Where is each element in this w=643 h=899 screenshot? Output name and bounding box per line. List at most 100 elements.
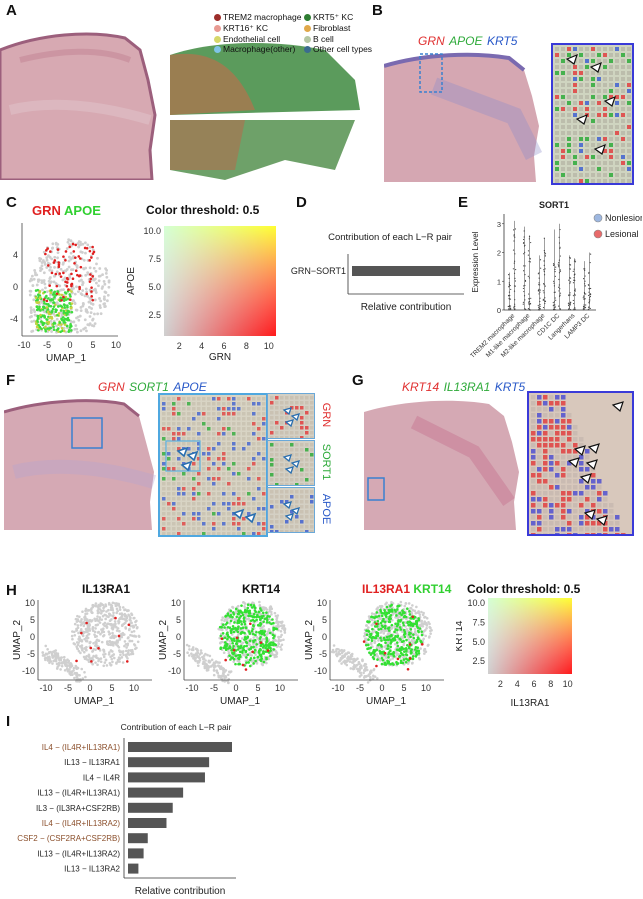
tick-label: 0	[322, 632, 327, 642]
category-label: IL4 − (IL4R+IL13RA2)	[42, 819, 121, 828]
tick-label: 5	[90, 340, 95, 350]
zoom-inset-g	[527, 391, 634, 536]
tick-label: 0	[13, 282, 18, 292]
legend-swatch	[593, 229, 603, 239]
bar	[128, 833, 148, 844]
grid-ylabel-h: KRT14	[456, 620, 465, 651]
legend-swatch	[304, 46, 311, 54]
tick-label: 2	[497, 249, 501, 258]
tick-label: -10	[17, 340, 30, 350]
panel-label-i: I	[6, 713, 11, 730]
arrowhead-marker	[583, 509, 596, 521]
tick-label: 10	[264, 341, 274, 351]
tick-label: 0	[176, 632, 181, 642]
zoom-inset-apoe	[267, 487, 315, 533]
tick-label: 8	[244, 341, 249, 351]
combo-gene-krt14: KRT14	[413, 582, 452, 596]
umap-title-combo: IL13RA1 KRT14	[362, 582, 451, 596]
arrowhead-marker	[573, 445, 586, 457]
tick-label: 0	[497, 306, 501, 315]
threshold-title-c: Color threshold: 0.5	[146, 203, 260, 217]
category-label: IL13 − IL13RA1	[64, 758, 120, 767]
arrowhead-marker	[567, 457, 580, 469]
umap-title-il13ra1: IL13RA1	[82, 582, 131, 596]
arrowhead-marker	[244, 512, 257, 524]
category-label: IL4 − (IL4R+IL13RA1)	[42, 743, 121, 752]
legend-label: Fibroblast	[313, 23, 351, 33]
legend-item-a: B cell	[304, 34, 400, 44]
tick-label: 2.5	[472, 656, 485, 666]
umap-xlabel: UMAP_1	[74, 696, 114, 706]
legend-item-a: Fibroblast	[304, 23, 400, 34]
chart-xlabel-d: Relative contribution	[361, 302, 452, 313]
bar	[128, 772, 205, 783]
tick-label: 6	[531, 679, 536, 689]
gene-title-c: GRN APOE	[32, 203, 101, 218]
legend-label: TREM2 macrophage	[223, 12, 302, 22]
arrowhead-marker	[565, 53, 578, 65]
gene-label-grn-f: GRN	[98, 380, 125, 394]
zoom-region-b	[419, 53, 443, 93]
arrowhead-marker	[284, 513, 295, 522]
threshold-title-h: Color threshold: 0.5	[467, 582, 581, 596]
arrowhead-marker	[284, 466, 295, 475]
bar-chart-i: Contribution of each L−R pair IL4 − (IL4…	[17, 722, 236, 897]
zoom-inset-b	[551, 43, 634, 185]
bar	[128, 863, 139, 874]
arrowhead-marker	[290, 460, 301, 469]
tick-label: 5	[176, 615, 181, 625]
bar	[128, 818, 167, 828]
tick-label: 10.0	[467, 598, 485, 608]
umap-title-krt14: KRT14	[242, 582, 281, 596]
arrowhead-marker	[186, 450, 199, 462]
legend-swatch	[214, 14, 221, 22]
tick-label: -5	[43, 340, 51, 350]
umap-xlabel: UMAP_1	[366, 696, 406, 706]
panel-label-d: D	[296, 194, 307, 211]
tick-label: 5	[109, 683, 114, 693]
legend-label: Macrophage(other)	[223, 44, 296, 54]
arrowhead-marker	[290, 413, 301, 422]
category-label: GRN−SORT1	[291, 266, 346, 276]
tick-label: -5	[356, 683, 364, 693]
category-label: IL3 − (IL3RA+CSF2RB)	[36, 804, 120, 813]
tick-label: 6	[221, 341, 226, 351]
umap-ylabel: UMAP_2	[12, 620, 23, 660]
zoom-region-g	[367, 477, 385, 501]
arrowhead-marker	[180, 460, 193, 472]
bar	[128, 802, 173, 813]
category-label: CSF2 − (CSF2RA+CSF2RB)	[17, 834, 120, 843]
gene-label-grn-c: GRN	[32, 203, 61, 218]
bar	[128, 787, 184, 798]
tick-label: -5	[173, 649, 181, 659]
tissue-image-b	[384, 46, 546, 182]
tick-label: 4	[199, 341, 204, 351]
tick-label: 1	[497, 277, 501, 286]
legend-item-a: Macrophage(other)	[214, 44, 302, 54]
umap-plot-c: -10 -5 0 5 10 4 0 -4 UMAP_1	[10, 223, 121, 364]
legend-item-a: TREM2 macrophage	[214, 12, 302, 23]
legend-label: B cell	[313, 34, 334, 44]
side-label-grn: GRN	[320, 403, 331, 428]
gene-label-krt5-g: KRT5	[494, 380, 526, 394]
arrowhead-marker	[176, 446, 189, 458]
zoom-inset-f	[158, 393, 268, 537]
umap-plot-il13ra1: -10 -5 0 5 10 10 5 0 -5 -10 UMAP_1 UMAP_2	[12, 598, 152, 706]
grid-xlabel-c: GRN	[209, 352, 231, 363]
tissue-image-g	[364, 392, 522, 530]
tick-label: 5	[30, 615, 35, 625]
chart-ylabel-e: Expression Level	[471, 231, 480, 292]
tick-label: 10	[25, 598, 35, 608]
gene-label-grn: GRN	[418, 34, 445, 48]
celltype-map-a	[165, 20, 370, 180]
tissue-image-a	[0, 20, 162, 180]
panel-label-e: E	[458, 194, 469, 211]
chart-title-d: Contribution of each L−R pair	[328, 232, 452, 243]
arrowhead-marker	[579, 473, 592, 485]
legend-swatch	[593, 213, 603, 223]
arrowhead-marker	[585, 459, 598, 471]
tick-label: 0	[30, 632, 35, 642]
tick-label: 0	[233, 683, 238, 693]
combo-gene-il13ra1: IL13RA1	[362, 582, 411, 596]
tick-label: 7.5	[472, 617, 485, 627]
